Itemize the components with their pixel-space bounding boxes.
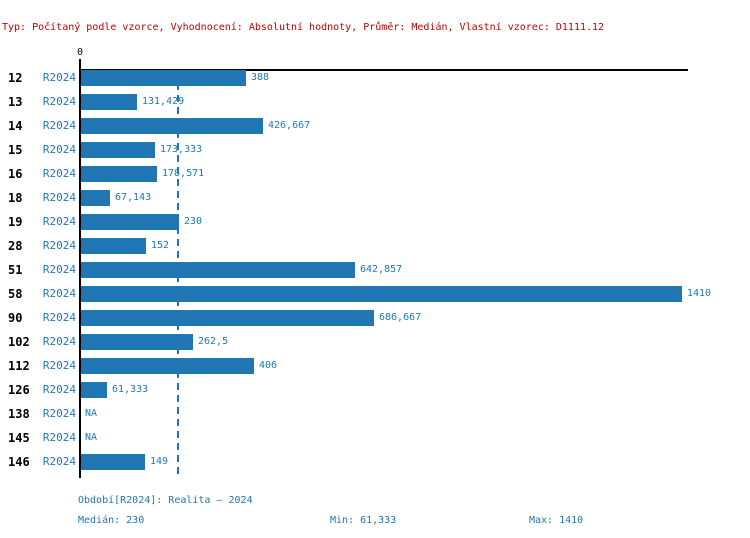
value-bar bbox=[81, 262, 355, 278]
row-period-label: R2024 bbox=[42, 95, 76, 108]
row-category-label: 18 bbox=[8, 191, 23, 205]
chart-row: 14 R2024 426,667 bbox=[0, 118, 750, 142]
chart-row: 28 R2024 152 bbox=[0, 238, 750, 262]
row-period-label: R2024 bbox=[42, 191, 76, 204]
bar-value-label: 173,333 bbox=[160, 144, 203, 155]
row-period-label: R2024 bbox=[42, 407, 76, 420]
bar-value-label: 131,429 bbox=[142, 96, 185, 107]
value-bar bbox=[81, 382, 107, 398]
chart-row: 18 R2024 67,143 bbox=[0, 190, 750, 214]
header-info-line: Typ: Počítaný podle vzorce, Vyhodnocení:… bbox=[2, 22, 605, 33]
bar-value-label: 426,667 bbox=[268, 120, 311, 131]
chart-row: 126 R2024 61,333 bbox=[0, 382, 750, 406]
row-category-label: 138 bbox=[8, 407, 30, 421]
row-category-label: 146 bbox=[8, 455, 30, 469]
row-category-label: 16 bbox=[8, 167, 23, 181]
row-period-label: R2024 bbox=[42, 431, 76, 444]
bar-value-label: 262,5 bbox=[198, 336, 229, 347]
row-period-label: R2024 bbox=[42, 215, 76, 228]
value-bar bbox=[81, 190, 110, 206]
chart-row: 102 R2024 262,5 bbox=[0, 334, 750, 358]
row-period-label: R2024 bbox=[42, 167, 76, 180]
row-period-label: R2024 bbox=[42, 287, 76, 300]
bar-value-label: 61,333 bbox=[112, 384, 149, 395]
chart-row: 12 R2024 388 bbox=[0, 70, 750, 94]
value-bar bbox=[81, 142, 155, 158]
value-bar bbox=[81, 94, 137, 110]
chart-row: 19 R2024 230 bbox=[0, 214, 750, 238]
bar-value-label: 230 bbox=[184, 216, 203, 227]
chart-row: 15 R2024 173,333 bbox=[0, 142, 750, 166]
value-bar bbox=[81, 214, 179, 230]
chart-row: 146 R2024 149 bbox=[0, 454, 750, 478]
row-period-label: R2024 bbox=[42, 383, 76, 396]
chart-row: 112 R2024 406 bbox=[0, 358, 750, 382]
footer-max-stat: Max: 1410 bbox=[529, 515, 584, 526]
value-bar bbox=[81, 310, 374, 326]
chart-row: 138 R2024 NA bbox=[0, 406, 750, 430]
row-category-label: 13 bbox=[8, 95, 23, 109]
value-bar bbox=[81, 454, 145, 470]
row-period-label: R2024 bbox=[42, 455, 76, 468]
footer-period-label: Období[R2024]: Realita – 2024 bbox=[78, 495, 253, 506]
x-axis-zero-label: 0 bbox=[76, 47, 84, 58]
value-bar bbox=[81, 238, 146, 254]
row-category-label: 102 bbox=[8, 335, 30, 349]
row-period-label: R2024 bbox=[42, 119, 76, 132]
bar-value-label: NA bbox=[85, 408, 98, 419]
row-category-label: 15 bbox=[8, 143, 23, 157]
bar-value-label: 178,571 bbox=[162, 168, 205, 179]
row-category-label: 28 bbox=[8, 239, 23, 253]
row-category-label: 145 bbox=[8, 431, 30, 445]
bar-value-label: 149 bbox=[150, 456, 169, 467]
chart-row: 13 R2024 131,429 bbox=[0, 94, 750, 118]
footer-min-stat: Min: 61,333 bbox=[330, 515, 397, 526]
row-period-label: R2024 bbox=[42, 143, 76, 156]
bar-value-label: 152 bbox=[151, 240, 170, 251]
chart-row: 58 R2024 1410 bbox=[0, 286, 750, 310]
bar-value-label: 686,667 bbox=[379, 312, 422, 323]
row-category-label: 90 bbox=[8, 311, 23, 325]
chart-row: 90 R2024 686,667 bbox=[0, 310, 750, 334]
bar-value-label: 406 bbox=[259, 360, 278, 371]
value-bar bbox=[81, 334, 193, 350]
row-category-label: 51 bbox=[8, 263, 23, 277]
row-category-label: 112 bbox=[8, 359, 30, 373]
y-axis-line bbox=[79, 69, 81, 478]
bar-value-label: NA bbox=[85, 432, 98, 443]
row-period-label: R2024 bbox=[42, 335, 76, 348]
bar-chart-rows: 12 R2024 388 13 R2024 131,429 14 R2024 426,667 15… bbox=[0, 70, 750, 478]
chart-row: 51 R2024 642,857 bbox=[0, 262, 750, 286]
row-category-label: 19 bbox=[8, 215, 23, 229]
value-bar bbox=[81, 70, 246, 86]
row-period-label: R2024 bbox=[42, 71, 76, 84]
row-period-label: R2024 bbox=[42, 263, 76, 276]
row-category-label: 12 bbox=[8, 71, 23, 85]
bar-value-label: 388 bbox=[251, 72, 270, 83]
value-bar bbox=[81, 358, 254, 374]
bar-value-label: 642,857 bbox=[360, 264, 403, 275]
bar-value-label: 1410 bbox=[687, 288, 712, 299]
row-category-label: 126 bbox=[8, 383, 30, 397]
value-bar bbox=[81, 286, 682, 302]
chart-row: 16 R2024 178,571 bbox=[0, 166, 750, 190]
bar-value-label: 67,143 bbox=[115, 192, 152, 203]
row-period-label: R2024 bbox=[42, 359, 76, 372]
row-period-label: R2024 bbox=[42, 311, 76, 324]
x-axis-zero-tick bbox=[79, 59, 81, 70]
chart-row: 145 R2024 NA bbox=[0, 430, 750, 454]
footer-median-stat: Medián: 230 bbox=[78, 515, 145, 526]
value-bar bbox=[81, 118, 263, 134]
row-category-label: 14 bbox=[8, 119, 23, 133]
row-period-label: R2024 bbox=[42, 239, 76, 252]
x-axis-line bbox=[79, 69, 688, 71]
value-bar bbox=[81, 166, 157, 182]
row-category-label: 58 bbox=[8, 287, 23, 301]
